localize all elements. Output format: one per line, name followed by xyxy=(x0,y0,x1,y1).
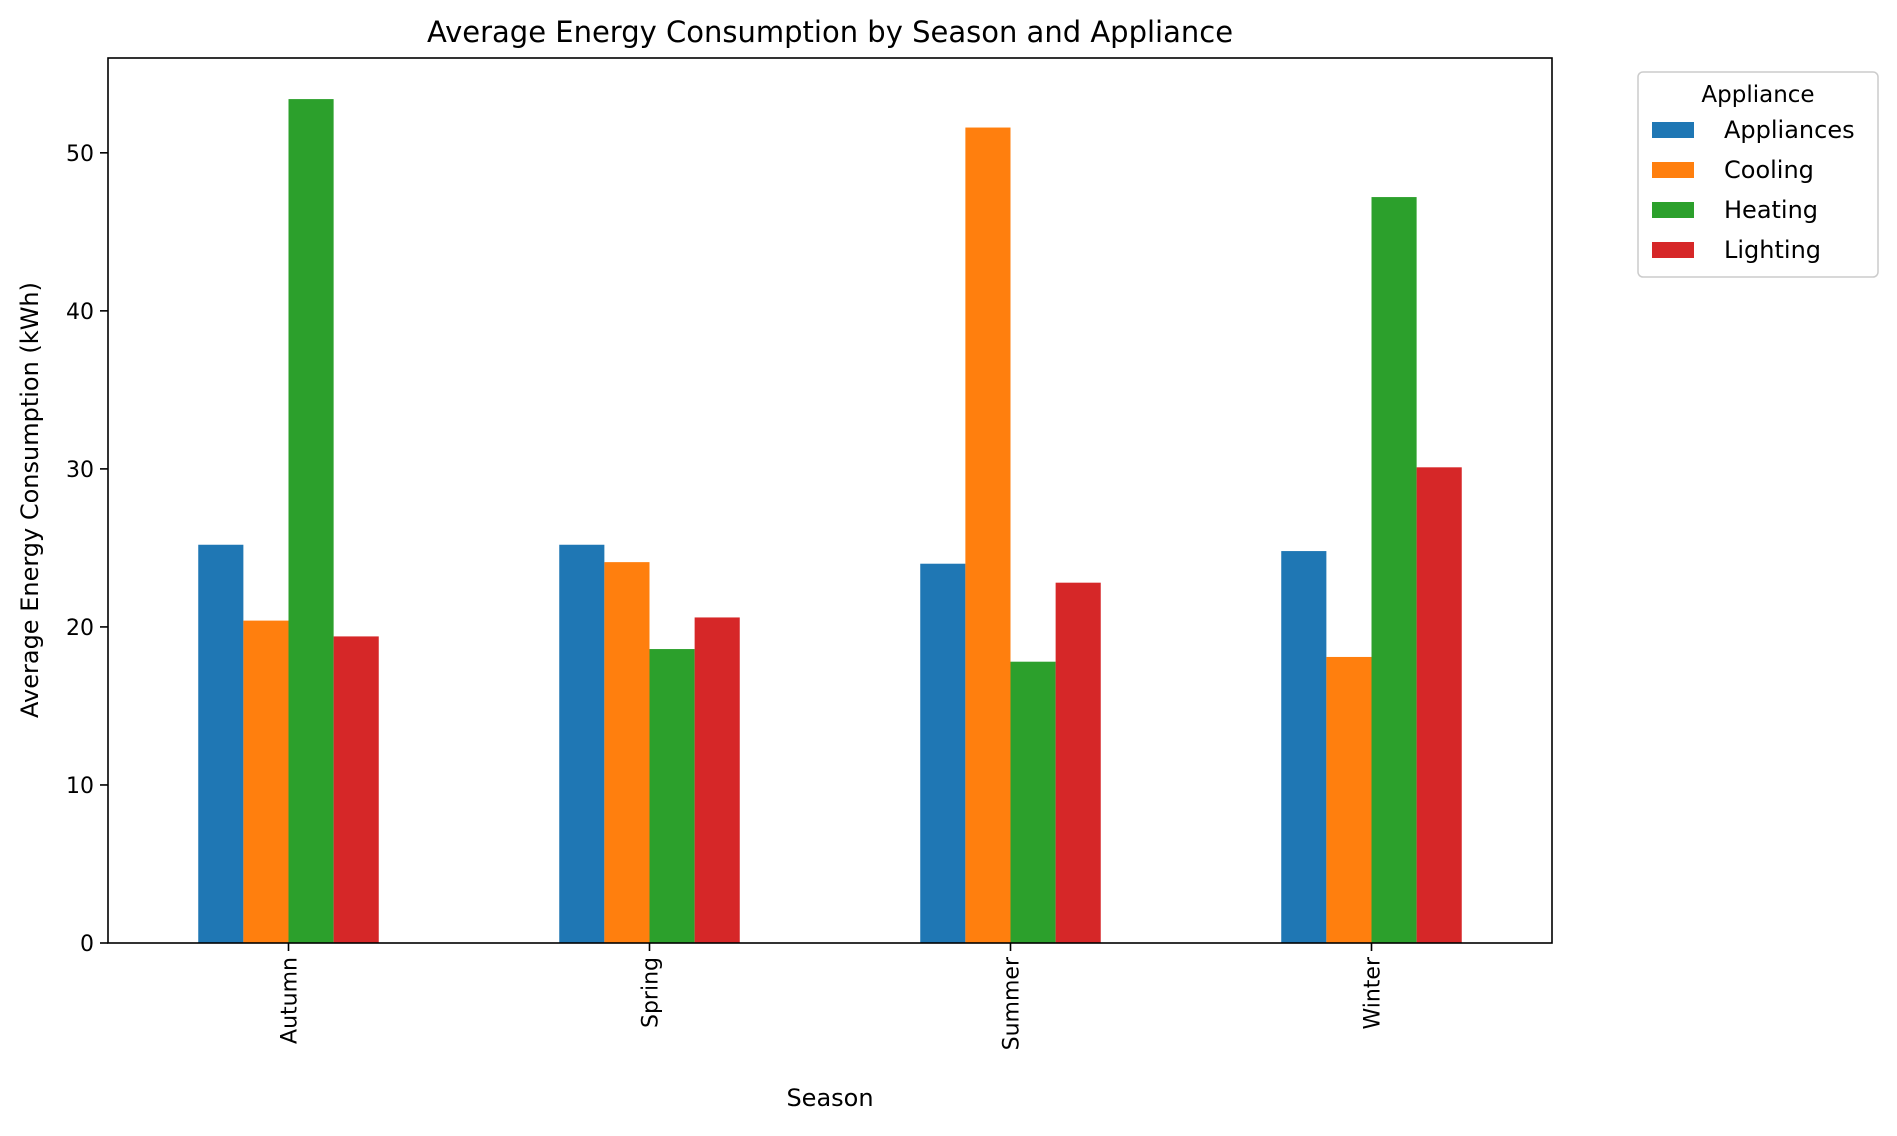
legend-label-cooling: Cooling xyxy=(1724,156,1814,184)
bar-spring-cooling xyxy=(604,562,650,943)
legend-swatch-appliances xyxy=(1652,122,1694,138)
x-tick-label: Autumn xyxy=(278,957,303,1044)
legend-swatch-lighting xyxy=(1652,242,1694,258)
x-tick-label: Summer xyxy=(1000,956,1025,1050)
y-tick-label: 10 xyxy=(66,774,94,799)
x-axis-label: Season xyxy=(786,1084,873,1112)
bar-summer-appliances xyxy=(920,563,966,943)
legend-label-appliances: Appliances xyxy=(1724,116,1855,144)
legend: Appliance Appliances Cooling Heating Lighti… xyxy=(1637,71,1879,278)
legend-box xyxy=(1637,71,1879,278)
y-tick-label: 50 xyxy=(66,142,94,167)
y-tick-label: 20 xyxy=(66,616,94,641)
bar-autumn-appliances xyxy=(198,544,244,943)
bar-autumn-heating xyxy=(288,99,334,943)
bar-summer-lighting xyxy=(1055,582,1101,943)
legend-swatch-cooling xyxy=(1652,162,1694,178)
x-tick-label: Winter xyxy=(1361,956,1386,1029)
bar-winter-appliances xyxy=(1281,551,1327,943)
plot-frame xyxy=(107,57,1553,944)
legend-title: Appliance xyxy=(1701,82,1814,108)
chart-title: Average Energy Consumption by Season and… xyxy=(427,15,1233,49)
y-tick-label: 30 xyxy=(66,458,94,483)
y-axis-label: Average Energy Consumption (kWh) xyxy=(16,282,44,718)
bar-spring-heating xyxy=(649,649,695,943)
legend-label-lighting: Lighting xyxy=(1724,236,1821,264)
y-tick-label: 0 xyxy=(80,932,94,957)
y-axis-ticks: 0 10 20 30 40 50 xyxy=(66,142,108,957)
y-tick-label: 40 xyxy=(66,300,94,325)
bar-summer-heating xyxy=(1010,661,1056,943)
bar-winter-cooling xyxy=(1326,656,1372,943)
bars-group xyxy=(198,99,1462,944)
legend-swatch-heating xyxy=(1652,202,1694,218)
bar-spring-appliances xyxy=(559,544,605,943)
x-tick-label: Spring xyxy=(639,957,664,1028)
bar-autumn-lighting xyxy=(333,636,379,943)
bar-spring-lighting xyxy=(694,617,740,943)
bar-summer-cooling xyxy=(965,127,1011,944)
bar-autumn-cooling xyxy=(243,620,289,943)
bar-winter-heating xyxy=(1371,197,1417,944)
x-axis-ticks: Autumn Spring Summer Winter xyxy=(278,943,1386,1050)
legend-label-heating: Heating xyxy=(1724,196,1818,224)
bar-winter-lighting xyxy=(1416,467,1462,943)
